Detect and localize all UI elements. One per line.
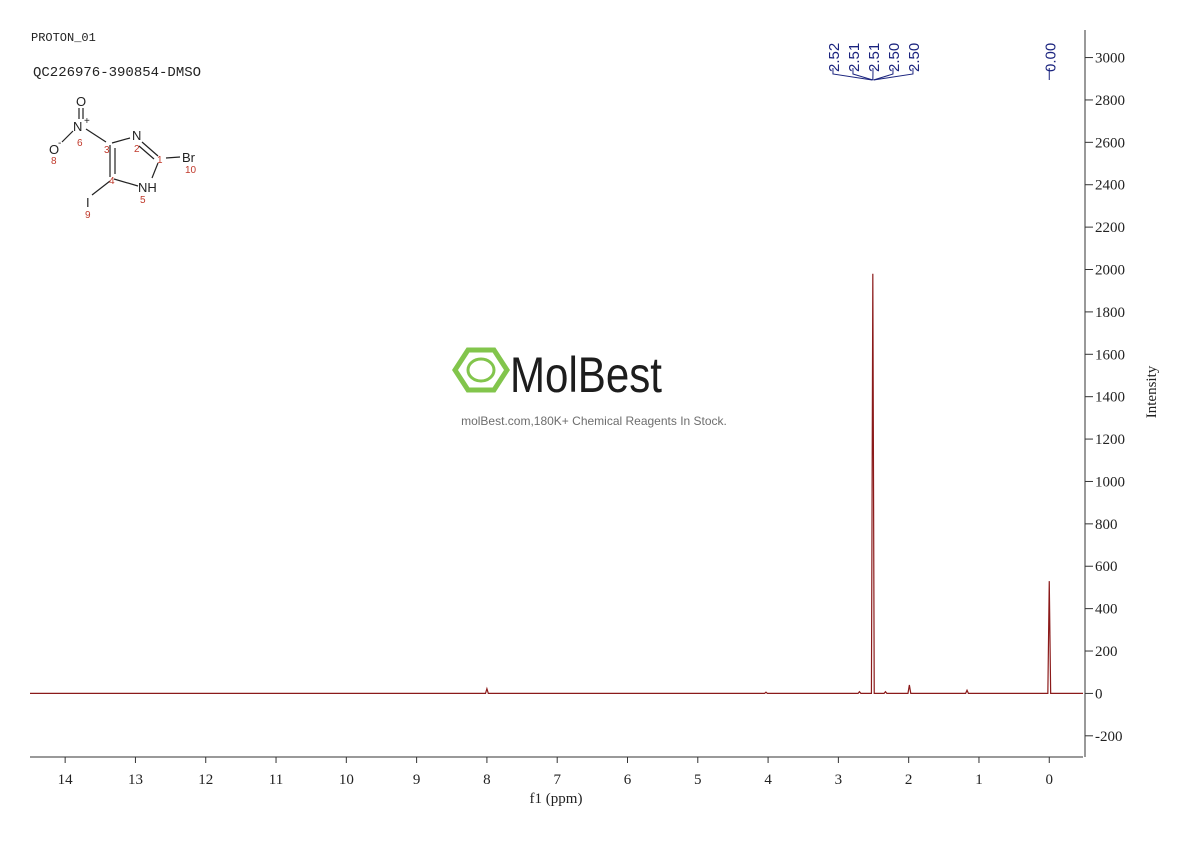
x-tick-label: 5 — [694, 772, 702, 788]
y-tick-label: 1200 — [1095, 432, 1125, 448]
y-tick-label: 2400 — [1095, 178, 1125, 194]
x-tick-label: 8 — [483, 772, 491, 788]
atom: NH — [138, 180, 157, 195]
atom: Br — [182, 150, 196, 165]
peak-connector — [852, 68, 873, 81]
atom: N — [73, 119, 82, 134]
atom-number: 10 — [185, 165, 197, 176]
y-tick-label: 800 — [1095, 517, 1118, 533]
peak-label: 2.51 — [846, 43, 863, 72]
atom-number: 2 — [134, 144, 140, 155]
y-tick-label: 3000 — [1095, 51, 1125, 67]
y-tick-label: 2000 — [1095, 263, 1125, 279]
bond — [61, 130, 74, 143]
x-tick-label: 6 — [624, 772, 632, 788]
atom-number: 6 — [77, 138, 83, 149]
peak-connector — [873, 68, 894, 81]
y-tick-label: 1600 — [1095, 347, 1125, 363]
y-tick-label: 200 — [1095, 644, 1118, 660]
charge: - — [58, 138, 61, 149]
atom-number: 4 — [109, 176, 115, 187]
bond — [111, 137, 131, 144]
x-tick-label: 3 — [835, 772, 843, 788]
atom: O — [76, 94, 86, 109]
peak-label: 0.00 — [1042, 43, 1059, 72]
x-tick-label: 7 — [553, 772, 561, 788]
x-tick-label: 11 — [269, 772, 283, 788]
peak-connector — [873, 68, 914, 81]
logo — [452, 347, 510, 393]
y-axis-label: Intensity — [1144, 365, 1160, 418]
y-tick-label: 1800 — [1095, 305, 1125, 321]
spectrum-line — [30, 273, 1083, 695]
header-line: PROTON_01 — [31, 31, 96, 45]
y-tick-label: 400 — [1095, 602, 1118, 618]
peak-label: 2.50 — [906, 43, 923, 72]
bond — [138, 145, 155, 160]
atom-number: 5 — [140, 195, 146, 206]
y-tick-label: 1400 — [1095, 390, 1125, 406]
y-tick-label: 600 — [1095, 559, 1118, 575]
y-tick-label: 2600 — [1095, 135, 1125, 151]
x-tick-label: 12 — [198, 772, 213, 788]
x-tick-label: 13 — [128, 772, 143, 788]
header-line: QC226976-390854-DMSO — [33, 65, 201, 81]
atom-number: 8 — [51, 156, 57, 167]
atom-number: 3 — [104, 145, 110, 156]
x-tick-label: 2 — [905, 772, 913, 788]
bond — [165, 156, 181, 159]
y-tick-label: 1000 — [1095, 474, 1125, 490]
bond — [85, 128, 107, 143]
peak-label: 2.52 — [826, 43, 843, 72]
atom: I — [86, 195, 90, 210]
atom: O — [49, 142, 59, 157]
bond — [151, 162, 159, 179]
y-tick-label: 2200 — [1095, 220, 1125, 236]
tagline: molBest.com,180K+ Chemical Reagents In S… — [461, 414, 727, 428]
bond — [113, 178, 139, 187]
x-tick-label: 4 — [764, 772, 772, 788]
watermark: MolBest molBest.com,180K+ Chemical Reage… — [452, 347, 727, 428]
x-tick-label: 10 — [339, 772, 354, 788]
x-tick-label: 14 — [58, 772, 74, 788]
x-axis-label: f1 (ppm) — [530, 791, 583, 807]
x-tick-label: 1 — [975, 772, 983, 788]
x-tick-label: 9 — [413, 772, 421, 788]
atom-number: 9 — [85, 210, 91, 221]
peak-label: 2.51 — [866, 43, 883, 72]
y-tick-label: -200 — [1095, 729, 1123, 745]
atom: N — [132, 128, 141, 143]
bond — [141, 141, 159, 157]
logo — [466, 357, 496, 383]
bond — [91, 180, 111, 196]
atom-number: 1 — [157, 155, 163, 166]
y-tick-label: 2800 — [1095, 93, 1125, 109]
y-tick-label: 0 — [1095, 686, 1103, 702]
structure: O N + 6 O - 8 3 N 2 1 Br 10 4 NH 5 I 9 — [49, 94, 197, 221]
charge: + — [84, 116, 90, 127]
peak-connector — [832, 68, 873, 81]
x-tick-label: 0 — [1046, 772, 1054, 788]
peak-label: 2.50 — [886, 43, 903, 72]
brand: MolBest — [510, 347, 662, 403]
